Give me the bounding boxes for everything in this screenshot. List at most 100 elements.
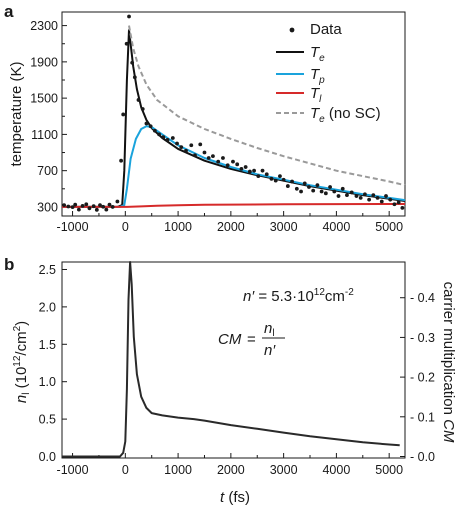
data-point — [247, 169, 252, 174]
legend-label-p: Tp — [310, 66, 325, 86]
data-point — [319, 189, 324, 194]
data-point — [264, 172, 269, 177]
legend-marker-data — [289, 27, 295, 33]
x-tick-label-a: 5000 — [375, 220, 403, 234]
data-point — [349, 190, 354, 195]
data-point — [130, 60, 135, 65]
legend-label-l: Tl — [310, 85, 322, 105]
data-point — [392, 202, 397, 207]
data-point — [161, 135, 166, 140]
x-tick-label-b: 1000 — [164, 463, 192, 477]
data-point — [87, 206, 92, 211]
y-tick-label-a: 1500 — [30, 92, 58, 106]
data-point — [206, 156, 211, 160]
data-point — [148, 124, 153, 129]
x-tick-label-b: -1000 — [57, 463, 89, 477]
y-tick-label-b: 1.0 — [39, 375, 56, 389]
data-point — [302, 181, 307, 186]
x-tick-label-b: 4000 — [322, 463, 350, 477]
y-tick-label-b: 2.0 — [39, 300, 56, 314]
data-point — [290, 179, 294, 184]
panel-label-a: a — [4, 2, 14, 21]
data-point — [231, 159, 235, 164]
y-tick-label-right-b: - 0.3 — [410, 331, 435, 345]
data-point — [202, 150, 207, 155]
data-point — [216, 159, 221, 164]
y-axis-label-carrier-multiplication: carrier multiplication CM — [440, 282, 457, 443]
data-point — [179, 145, 184, 149]
data-point — [384, 194, 388, 198]
y-tick-label-b: 2.5 — [39, 263, 56, 277]
data-point — [362, 192, 367, 197]
x-tick-label-b: 3000 — [270, 463, 298, 477]
data-point — [307, 185, 311, 189]
data-point — [84, 202, 89, 207]
data-point — [285, 184, 290, 188]
data-point — [115, 199, 120, 204]
data-point — [211, 154, 215, 159]
data-point — [140, 107, 145, 111]
annotation-cm-formula: CM = nl n′ — [218, 320, 285, 359]
data-point — [110, 205, 115, 209]
x-tick-label-a: 1000 — [164, 220, 192, 234]
y-tick-label-b: 1.5 — [39, 338, 56, 352]
data-point — [101, 204, 106, 209]
x-tick-label-b: 0 — [122, 463, 129, 477]
chart-carrier-density: -1000 0 1000 2000 3000 4000 5000 0.0 0.5 1.0 1.5 2… — [12, 261, 457, 506]
data-point — [107, 202, 112, 207]
data-point — [252, 168, 256, 173]
series-line-l — [62, 203, 406, 208]
legend-label-e-no-sc: Te (no SC) — [310, 105, 381, 125]
data-point — [104, 207, 109, 212]
data-point — [193, 153, 197, 158]
data-point — [70, 205, 75, 210]
data-point — [235, 162, 240, 167]
y-axis-label-carrier-density: nl (1012/cm2) — [12, 321, 32, 403]
y-tick-label-a: 1900 — [30, 55, 58, 69]
y-tick-label-right-b: - 0.1 — [410, 410, 435, 424]
data-point — [243, 165, 248, 169]
data-point — [400, 205, 405, 210]
y-tick-label-right-b: - 0.4 — [410, 291, 435, 305]
x-tick-label-b: 2000 — [217, 463, 245, 477]
data-point — [124, 41, 129, 46]
data-point — [121, 112, 126, 117]
y-tick-label-b: 0.5 — [39, 413, 56, 427]
data-point — [136, 98, 141, 102]
y-tick-label-right-b: - 0.0 — [410, 450, 435, 464]
x-axis-label-time: t (fs) — [220, 489, 250, 506]
data-point — [80, 203, 85, 208]
data-point — [336, 194, 341, 198]
data-point — [367, 197, 372, 202]
y-tick-label-a: 2300 — [30, 19, 58, 33]
svg-text:nl: nl — [264, 320, 275, 339]
data-point — [328, 185, 332, 189]
legend-label-data: Data — [310, 21, 342, 38]
data-point — [66, 204, 71, 209]
data-point — [198, 142, 203, 147]
data-point — [170, 136, 175, 140]
data-point — [119, 158, 124, 163]
data-point — [299, 189, 303, 194]
plot-frame-b — [61, 261, 406, 459]
x-tick-label-a: 2000 — [217, 220, 245, 234]
data-point — [345, 193, 349, 198]
y-tick-label-b: 0.0 — [39, 450, 56, 464]
data-point — [388, 197, 393, 202]
y-tick-label-a: 700 — [37, 164, 58, 178]
data-point — [269, 176, 274, 181]
annotation-n-prime: n′ = 5.3·1012cm-2 — [243, 287, 354, 305]
data-point — [358, 195, 363, 200]
data-point — [311, 188, 316, 193]
svg-text:n′: n′ — [264, 342, 276, 359]
data-point — [73, 202, 78, 207]
data-point — [278, 174, 282, 179]
y-tick-label-a: 1100 — [31, 128, 58, 142]
data-point — [396, 200, 401, 205]
data-point — [62, 203, 67, 208]
data-point — [189, 143, 194, 148]
data-point — [157, 132, 161, 137]
data-point — [225, 163, 230, 168]
x-tick-label-a: 3000 — [270, 220, 298, 234]
